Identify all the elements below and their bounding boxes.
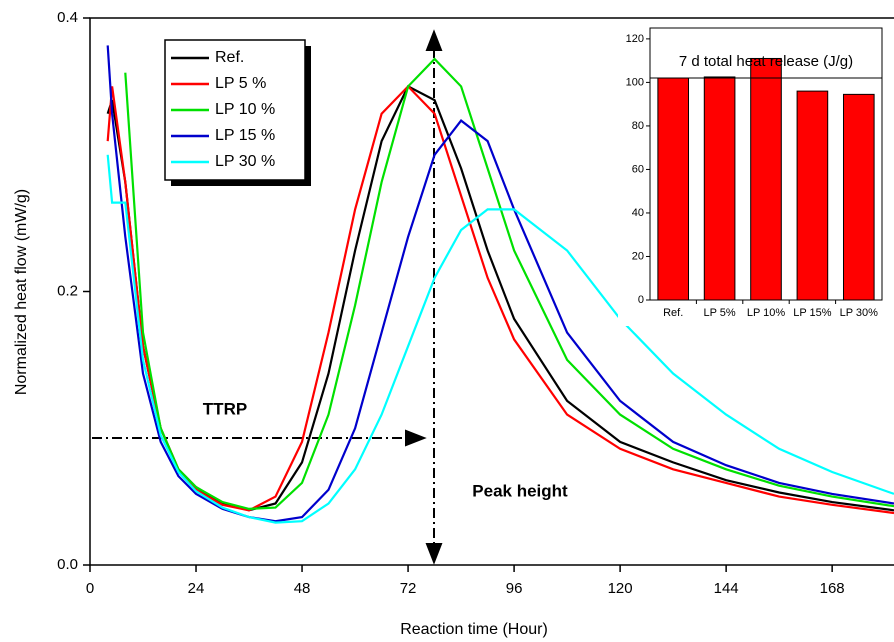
x-tick-label: 72 bbox=[400, 580, 417, 597]
x-tick-label: 120 bbox=[608, 580, 633, 597]
y-tick-label: 80 bbox=[632, 120, 644, 132]
legend-label: LP 5 % bbox=[215, 75, 266, 92]
y-tick-label: 120 bbox=[626, 33, 644, 45]
bar bbox=[750, 57, 782, 301]
bar bbox=[703, 76, 736, 301]
arrows bbox=[92, 29, 443, 565]
bar bbox=[657, 77, 690, 301]
y-tick-label: 60 bbox=[632, 163, 644, 175]
arrow-head bbox=[405, 429, 427, 447]
arrow-head bbox=[425, 29, 443, 51]
legend-label: LP 10 % bbox=[215, 101, 275, 118]
x-tick-label: Ref. bbox=[663, 307, 683, 319]
arrow-head bbox=[425, 543, 443, 565]
x-tick-label: 144 bbox=[714, 580, 739, 597]
bar bbox=[842, 93, 875, 301]
series-line bbox=[106, 45, 894, 523]
legend-label: Ref. bbox=[215, 49, 244, 66]
bar bbox=[796, 90, 829, 301]
series-line bbox=[124, 57, 894, 511]
x-tick-label: LP 15% bbox=[793, 307, 832, 319]
y-tick-label: 0.2 bbox=[57, 282, 78, 299]
legend-label: LP 30 % bbox=[215, 153, 275, 170]
inset-frame bbox=[649, 27, 883, 301]
x-axis-label: Reaction time (Hour) bbox=[400, 621, 548, 638]
x-tick-label: 0 bbox=[86, 580, 94, 597]
series-line bbox=[106, 154, 894, 524]
y-tick-label: 40 bbox=[632, 207, 644, 219]
annotation: TTRP bbox=[203, 399, 247, 418]
y-tick-label: 0.0 bbox=[57, 556, 78, 573]
legend-label: LP 15 % bbox=[215, 127, 275, 144]
y-tick-label: 20 bbox=[632, 250, 644, 262]
y-tick-label: 0.4 bbox=[57, 9, 78, 26]
y-tick-label: 100 bbox=[626, 76, 644, 88]
annotation: Peak height bbox=[472, 481, 568, 500]
x-tick-label: LP 10% bbox=[747, 307, 786, 319]
x-tick-label: 96 bbox=[506, 580, 523, 597]
inset-title: 7 d total heat release (J/g) bbox=[679, 53, 853, 70]
x-tick-label: 168 bbox=[820, 580, 845, 597]
x-tick-label: LP 5% bbox=[703, 307, 735, 319]
y-tick-label: 0 bbox=[638, 294, 644, 306]
x-tick-label: 24 bbox=[188, 580, 205, 597]
x-tick-label: LP 30% bbox=[840, 307, 879, 319]
x-tick-label: 48 bbox=[294, 580, 311, 597]
y-axis-label: Normalized heat flow (mW/g) bbox=[13, 189, 30, 395]
